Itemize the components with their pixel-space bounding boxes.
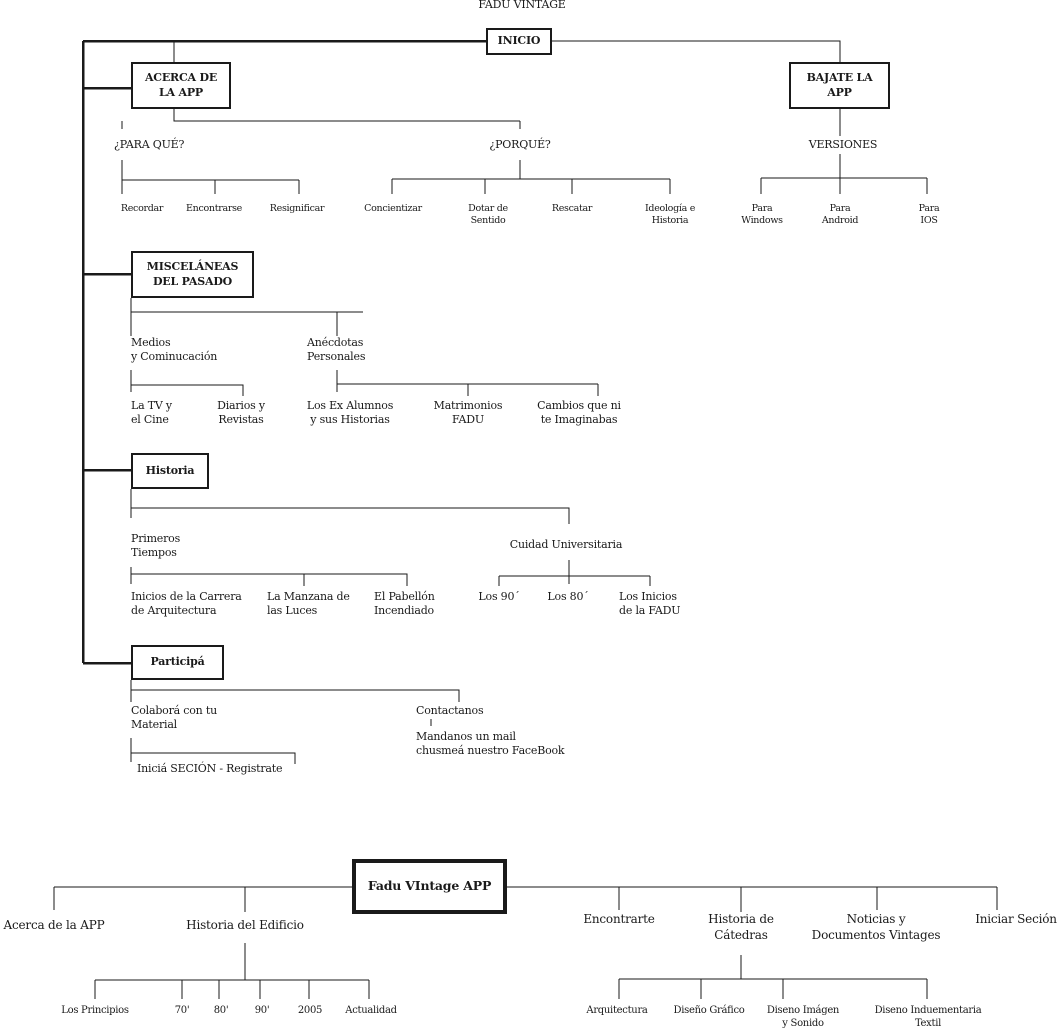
leaf-80: 80' (213, 1005, 229, 1016)
node-participa: Participá (131, 645, 224, 680)
cuidad-universitaria-label: Cuidad Universitaria (509, 538, 623, 551)
leaf-inicios-carrera: Inicios de la Carrera de Arquitectura (131, 590, 242, 618)
leaf-tv-y-cine: La TV y el Cine (131, 399, 172, 427)
lower-historia-del-edificio: Historia del Edificio (186, 918, 304, 932)
leaf-diseno-indumentaria: Diseno Induementaria Textil (874, 1005, 982, 1029)
leaf-para-windows: Para Windows (741, 203, 783, 227)
leaf-los-principios: Los Principios (61, 1005, 129, 1016)
leaf-encontrarse: Encontrarse (186, 203, 242, 214)
leaf-pabellon-incendiado: El Pabellón Incendiado (374, 590, 435, 618)
leaf-inicia-sesion: Iniciá SECIÓN - Registrate (137, 762, 283, 775)
leaf-cambios: Cambios que ni te Imaginabas (537, 399, 621, 427)
colabora-label: Colaborá con tu Material (131, 704, 217, 732)
leaf-diarios-y-revistas: Diarios y Revistas (217, 399, 265, 427)
primeros-tiempos-label: Primeros Tiempos (131, 532, 181, 560)
leaf-resignificar: Resignificar (269, 203, 325, 214)
leaf-manzana-de-las-luces: La Manzana de las Luces (267, 590, 350, 618)
contactanos-label: Contactanos (416, 704, 484, 717)
leaf-diseno-imagen-sonido: Diseno Imágen y Sonido (766, 1005, 840, 1029)
leaf-para-ios: Para IOS (918, 203, 940, 227)
medios-label: Medios y Cominucación (131, 336, 218, 364)
node-fadu-vintage-app: Fadu VIntage APP (352, 859, 507, 914)
leaf-ex-alumnos: Los Ex Alumnos y sus Historias (306, 399, 394, 427)
leaf-para-android: Para Android (821, 203, 859, 227)
node-inicio: INICIO (486, 28, 552, 55)
diagram-title: FADU VINTAGE (478, 0, 566, 11)
leaf-concientizar: Concientizar (364, 203, 422, 214)
lower-encontrarte: Encontrarte (583, 912, 655, 926)
versiones-label: VERSIONES (808, 138, 878, 151)
node-bajate-la-app: BAJATE LA APP (789, 62, 890, 109)
leaf-2005: 2005 (297, 1005, 323, 1016)
leaf-ideologia-e-historia: Ideología e Historia (644, 203, 696, 227)
anecdotas-label: Anécdotas Personales (307, 336, 366, 364)
lower-noticias-y-documentos: Noticias y Documentos Vintages (811, 912, 941, 942)
leaf-rescatar: Rescatar (551, 203, 593, 214)
leaf-arquitectura: Arquitectura (586, 1005, 648, 1016)
lower-historia-de-catedras: Historia de Cátedras (708, 912, 774, 942)
leaf-dotar-de-sentido: Dotar de Sentido (468, 203, 508, 227)
leaf-90: 90' (254, 1005, 270, 1016)
lower-iniciar-sesion: Iniciar Seción (975, 912, 1057, 926)
leaf-los-80: Los 80´ (547, 590, 589, 603)
node-acerca-de-la-app: ACERCA DE LA APP (131, 62, 231, 109)
leaf-70: 70' (174, 1005, 190, 1016)
leaf-recordar: Recordar (120, 203, 164, 214)
node-miscelaneas: MISCELÁNEAS DEL PASADO (131, 251, 254, 298)
leaf-diseno-grafico: Diseño Gráfico (673, 1005, 745, 1016)
lower-acerca-de-la-app: Acerca de la APP (3, 918, 105, 932)
node-historia: Historia (131, 453, 209, 489)
porque-label: ¿PORQUÉ? (489, 138, 551, 151)
leaf-mandanos-mail: Mandanos un mail chusmeá nuestro FaceBoo… (416, 730, 565, 758)
leaf-los-90: Los 90´ (478, 590, 520, 603)
para-que-label: ¿PARA QUÉ? (114, 138, 185, 151)
leaf-actualidad: Actualidad (345, 1005, 397, 1016)
leaf-matrimonios-fadu: Matrimonios FADU (433, 399, 503, 427)
leaf-inicios-fadu: Los Inicios de la FADU (619, 590, 681, 618)
